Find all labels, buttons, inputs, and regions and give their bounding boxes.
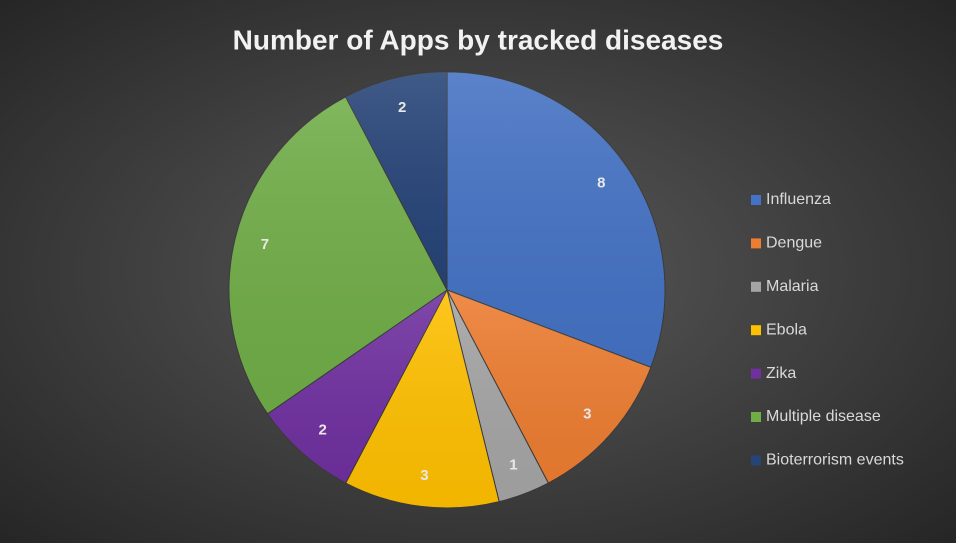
value-label: 3 [583,405,591,422]
legend-label: Influenza [766,191,831,208]
legend-swatch [751,455,761,466]
slice-shine [345,72,447,290]
legend-swatch [751,325,761,336]
slice-shine [267,290,447,484]
legend-label: Zika [766,365,796,382]
slice-shine [447,72,665,368]
value-label: 2 [398,99,406,116]
value-label: 7 [261,236,269,253]
legend-swatch [751,238,761,249]
slice-shine [447,290,549,502]
slice-shine [345,290,500,508]
legend-swatch [751,195,761,205]
legend-swatch [751,368,761,379]
slice-shine [447,290,651,484]
value-label: 8 [597,174,605,191]
value-label: 1 [509,456,517,473]
value-label: 2 [319,421,327,438]
legend-swatch [751,281,761,292]
legend-label: Malaria [766,278,819,295]
legend: Influenza Dengue Malaria Ebola Zika Multiple … [751,191,904,469]
value-label: 3 [420,467,428,484]
legend-label: Dengue [766,235,822,252]
legend-label: Bioterrorism events [766,452,904,469]
slice-shine [228,96,447,414]
legend-swatch [751,412,761,422]
chart-title: Number of Apps by tracked diseases [233,24,724,55]
legend-label: Multiple disease [766,408,881,425]
legend-label: Ebola [766,321,807,338]
pie: 8 3 1 3 2 7 2 [228,71,666,509]
